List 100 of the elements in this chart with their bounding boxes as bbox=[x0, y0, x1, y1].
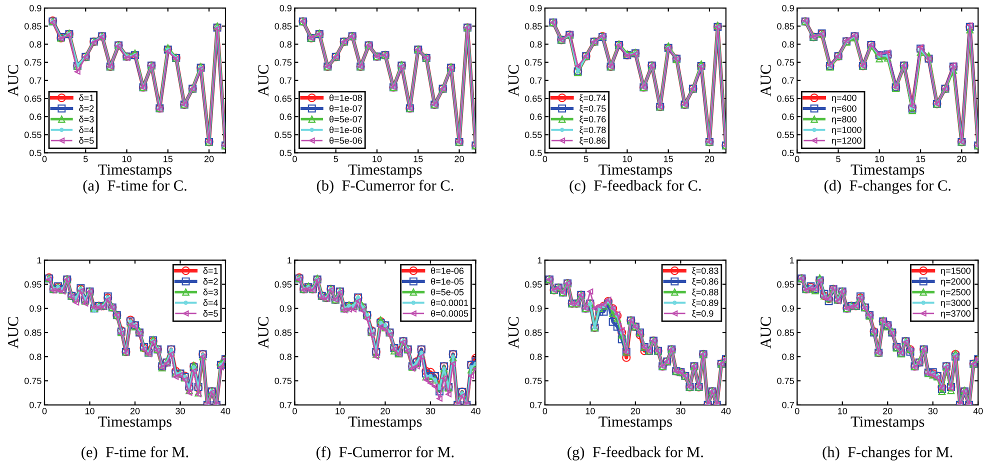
y-tick-label: 0.8 bbox=[530, 354, 542, 360]
legend-label: δ=5 bbox=[79, 137, 94, 144]
x-tick-label: 20 bbox=[883, 408, 892, 414]
y-tick-label: 1 bbox=[790, 257, 794, 264]
y-tick-label: 0.5 bbox=[30, 150, 42, 156]
y-tick-label: 0.65 bbox=[274, 95, 292, 102]
x-tick-label: 10 bbox=[622, 156, 632, 162]
text: (e) F-time for M. bbox=[82, 446, 188, 460]
y-axis-title: AUC bbox=[8, 317, 18, 348]
y-tick-label: 0.7 bbox=[782, 402, 794, 408]
legend-label: δ=3 bbox=[203, 288, 218, 296]
legend-label: δ=5 bbox=[203, 310, 218, 317]
x-tick-label: 0 bbox=[292, 408, 297, 414]
y-tick-label: 0.5 bbox=[280, 150, 292, 156]
x-tick-label: 40 bbox=[721, 408, 731, 414]
y-tick-label: 0.65 bbox=[524, 95, 542, 102]
x-tick-label: 0 bbox=[542, 156, 548, 162]
legend-label: η=600 bbox=[832, 105, 856, 114]
x-axis-title: Timestamps bbox=[98, 164, 172, 178]
text: (g) F-feedback for M. bbox=[568, 446, 703, 460]
text: (c) F-feedback for C. bbox=[570, 180, 701, 194]
y-tick-label: 0.75 bbox=[24, 59, 42, 66]
y-tick-label: 0.65 bbox=[24, 95, 42, 102]
x-tick-label: 20 bbox=[454, 156, 464, 162]
y-tick-label: 0.8 bbox=[280, 41, 292, 48]
x-tick-label: 20 bbox=[704, 156, 714, 162]
y-tick-label: 0.95 bbox=[24, 281, 42, 288]
y-tick-label: 0.85 bbox=[24, 23, 42, 30]
legend-label: ξ=0.86 bbox=[580, 137, 606, 146]
legend-label: η=800 bbox=[832, 116, 856, 124]
legend-label: ξ=0.75 bbox=[580, 105, 606, 114]
x-tick-label: 30 bbox=[426, 408, 436, 414]
legend-label: θ=0.0001 bbox=[431, 299, 468, 306]
y-axis-title: AUC bbox=[258, 317, 268, 348]
y-tick-label: 0.75 bbox=[24, 378, 42, 384]
y-tick-label: 0.8 bbox=[30, 41, 42, 48]
x-tick-label: 20 bbox=[130, 408, 140, 414]
y-tick-label: 0.95 bbox=[524, 281, 542, 288]
y-tick-label: 0.55 bbox=[274, 132, 292, 138]
y-tick-label: 0.9 bbox=[280, 5, 292, 12]
y-tick-label: 0.75 bbox=[524, 378, 542, 384]
x-axis-title: Timestamps bbox=[98, 416, 172, 430]
y-tick-label: 0.7 bbox=[530, 402, 542, 408]
y-tick-label: 0.85 bbox=[24, 329, 42, 336]
legend-label: δ=3 bbox=[79, 116, 94, 122]
text: (d) F-changes for C. bbox=[824, 180, 950, 194]
legend-label: θ=1e-07 bbox=[329, 105, 362, 112]
y-tick-label: 0.55 bbox=[24, 132, 42, 138]
y-axis-title: AUC bbox=[760, 317, 771, 348]
y-tick-label: 0.9 bbox=[30, 305, 42, 312]
x-tick-label: 0 bbox=[42, 408, 47, 414]
legend-label: η=3000 bbox=[940, 300, 971, 308]
y-axis-title: AUC bbox=[258, 65, 268, 96]
y-tick-label: 0.9 bbox=[782, 5, 794, 12]
y-tick-label: 0.75 bbox=[777, 59, 794, 66]
x-tick-label: 15 bbox=[164, 156, 173, 162]
legend-label: δ=2 bbox=[203, 278, 218, 285]
y-tick-label: 0.7 bbox=[30, 402, 42, 408]
x-tick-label: 10 bbox=[372, 156, 382, 162]
y-tick-label: 0.9 bbox=[782, 305, 794, 312]
legend-label: ξ=0.76 bbox=[580, 116, 606, 124]
x-axis-title: Timestamps bbox=[348, 416, 422, 430]
y-tick-label: 0.8 bbox=[782, 41, 794, 48]
y-tick-label: 0.85 bbox=[274, 329, 292, 336]
legend-label: ξ=0.88 bbox=[692, 288, 718, 297]
y-axis-title: AUC bbox=[760, 65, 771, 96]
legend-label: θ=1e-06 bbox=[431, 267, 464, 274]
legend-label: ξ=0.78 bbox=[580, 126, 606, 135]
legend-label: η=2000 bbox=[940, 278, 971, 286]
legend-label: ξ=0.86 bbox=[692, 278, 718, 286]
y-tick-label: 0.75 bbox=[524, 59, 542, 66]
legend-label: ξ=0.9 bbox=[692, 310, 714, 318]
legend-label: ξ=0.89 bbox=[692, 299, 718, 308]
text: (f) F-Cumerror for M. bbox=[316, 446, 454, 460]
y-axis-title: AUC bbox=[8, 65, 18, 96]
y-tick-label: 0.8 bbox=[280, 354, 292, 360]
y-tick-label: 0.7 bbox=[280, 77, 292, 84]
y-tick-label: 0.7 bbox=[280, 402, 292, 408]
legend-label: ξ=0.83 bbox=[692, 267, 718, 276]
x-tick-label: 20 bbox=[380, 408, 390, 414]
legend-label: η=400 bbox=[832, 94, 856, 103]
x-tick-label: 10 bbox=[838, 408, 848, 414]
legend-label: η=3700 bbox=[940, 310, 971, 318]
x-tick-label: 15 bbox=[414, 156, 423, 162]
y-tick-label: 0.85 bbox=[524, 329, 542, 336]
legend-label: θ=5e-05 bbox=[431, 288, 464, 296]
x-axis-title: Timestamps bbox=[598, 164, 672, 178]
x-axis-title: Timestamps bbox=[850, 164, 924, 178]
y-axis-title: AUC bbox=[508, 317, 519, 348]
x-tick-label: 15 bbox=[664, 156, 673, 162]
y-tick-label: 0.55 bbox=[777, 132, 794, 138]
legend-label: δ=4 bbox=[79, 126, 94, 134]
legend-label: θ=1e-08 bbox=[329, 94, 362, 102]
y-tick-label: 1 bbox=[538, 257, 542, 264]
legend-label: ξ=0.74 bbox=[580, 94, 606, 103]
y-tick-label: 0.9 bbox=[280, 305, 292, 312]
x-tick-label: 40 bbox=[220, 408, 230, 414]
y-tick-label: 0.9 bbox=[30, 5, 42, 12]
legend-label: θ=0.0005 bbox=[431, 310, 468, 317]
x-tick-label: 10 bbox=[875, 156, 884, 162]
